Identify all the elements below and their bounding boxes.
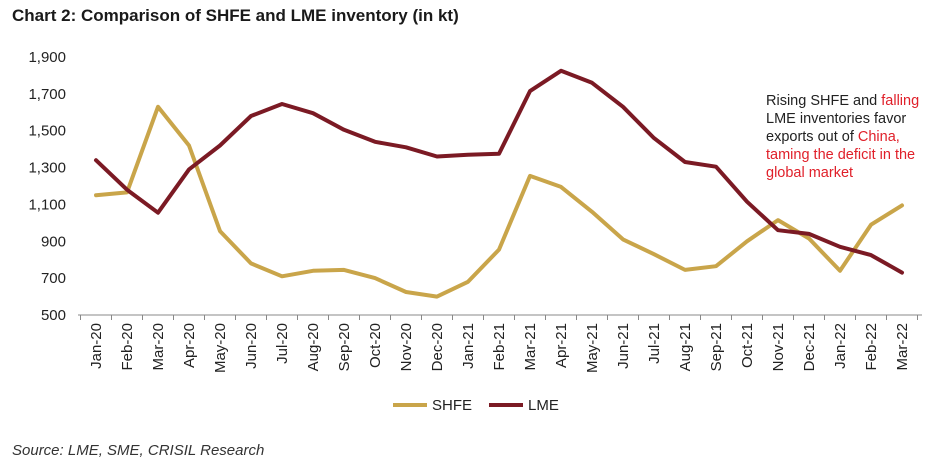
x-tick-label: Dec-21: [801, 323, 818, 371]
annotation-text-1: Rising SHFE and: [766, 93, 882, 109]
x-tick-label: Mar-22: [894, 323, 911, 371]
source-note: Source: LME, SME, CRISIL Research: [12, 442, 265, 459]
legend-label-shfe: SHFE: [432, 397, 472, 414]
x-tick-label: Mar-21: [522, 323, 539, 371]
x-axis: Jan-20 Feb-20 Mar-20 Apr-20 May-20 Jun-20 Jul-…: [78, 314, 922, 373]
x-tick-label: Feb-21: [491, 323, 508, 371]
x-tick-label: Jun-20: [243, 323, 260, 369]
x-tick-label: Nov-20: [398, 323, 415, 371]
y-tick-label: 1,300: [28, 160, 66, 177]
x-tick-label: May-21: [584, 323, 601, 373]
x-tick-label: Dec-20: [429, 323, 446, 371]
x-tick-label: Jan-21: [460, 323, 477, 369]
x-tick-label: Oct-20: [367, 323, 384, 368]
x-tick-label: Aug-21: [677, 323, 694, 371]
annotation-text-2: LME inventories favor exports out of: [766, 111, 907, 145]
y-tick-label: 1,500: [28, 123, 66, 140]
series-layer: [94, 68, 904, 299]
x-tick-label: Oct-21: [739, 323, 756, 368]
annotation-highlight-china: China, taming the deficit in the global …: [766, 129, 916, 181]
y-tick-label: 1,900: [28, 49, 66, 66]
x-tick-label: Sep-20: [336, 323, 353, 371]
x-tick-label: Nov-21: [770, 323, 787, 371]
y-tick-label: 500: [41, 307, 66, 324]
y-tick-label: 700: [41, 270, 66, 287]
y-tick-label: 1,100: [28, 196, 66, 213]
x-tick-label: Jun-21: [615, 323, 632, 369]
x-tick-label: Feb-22: [863, 323, 880, 371]
x-tick-label: Feb-20: [119, 323, 136, 371]
x-tick-label: Mar-20: [150, 323, 167, 371]
series-line-lme: [94, 68, 904, 275]
series-line-shfe: [94, 104, 904, 299]
annotation-highlight-falling: falling: [881, 93, 920, 109]
legend: SHFE LME: [393, 397, 559, 414]
x-tick-label: Jul-20: [274, 323, 291, 364]
legend-label-lme: LME: [528, 397, 559, 414]
x-tick-label: Jan-22: [832, 323, 849, 369]
x-tick-label: Apr-20: [181, 323, 198, 368]
x-tick-label: May-20: [212, 323, 229, 373]
y-tick-label: 900: [41, 233, 66, 250]
y-axis: 1,900 1,700 1,500 1,300 1,100 900 700 500: [28, 49, 66, 324]
x-tick-label: Jan-20: [88, 323, 105, 369]
x-tick-label: Aug-20: [305, 323, 322, 371]
x-tick-label: Apr-21: [553, 323, 570, 368]
chart-title: Chart 2: Comparison of SHFE and LME inve…: [12, 6, 459, 25]
x-tick-label: Sep-21: [708, 323, 725, 371]
chart-annotation: Rising SHFE and falling LME inventories …: [766, 92, 936, 182]
y-tick-label: 1,700: [28, 86, 66, 103]
x-tick-label: Jul-21: [646, 323, 663, 364]
